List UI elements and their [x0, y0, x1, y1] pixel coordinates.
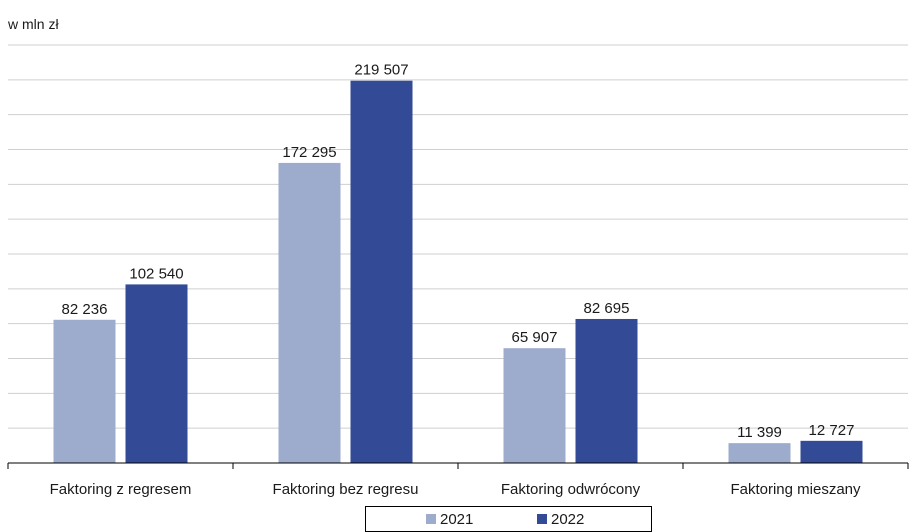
bar-2022-0 — [125, 284, 188, 463]
legend-item-2022: 2022 — [537, 511, 584, 528]
data-label: 11 399 — [737, 424, 782, 441]
data-label: 102 540 — [129, 265, 183, 282]
unit-label: w mln zł — [8, 16, 59, 32]
bar-2021-2 — [503, 348, 566, 463]
legend-label-2022: 2022 — [551, 510, 585, 528]
legend-swatch-2022 — [537, 514, 547, 524]
legend-item-2021: 2021 — [426, 511, 473, 528]
bar-2021-3 — [728, 443, 791, 463]
data-label: 172 295 — [282, 144, 336, 161]
data-label: 82 695 — [584, 300, 630, 317]
data-label: 219 507 — [354, 62, 408, 79]
bar-2021-1 — [278, 162, 341, 463]
category-label: Faktoring odwrócony — [501, 481, 641, 498]
legend-swatch-2021 — [426, 514, 436, 524]
category-label: Faktoring mieszany — [730, 481, 861, 498]
bar-2022-3 — [800, 440, 863, 463]
legend-label-2021: 2021 — [440, 510, 474, 528]
legend: 2021 2022 — [365, 506, 652, 532]
category-label: Faktoring z regresem — [50, 481, 192, 498]
bar-chart: 82 236 102 540 Faktoring z regresem 172 295… — [7, 44, 909, 498]
bar-2022-1 — [350, 80, 413, 463]
data-label: 12 727 — [809, 422, 855, 439]
data-label: 82 236 — [62, 301, 108, 318]
category-label: Faktoring bez regresu — [273, 481, 419, 498]
bar-2022-2 — [575, 318, 638, 463]
data-label: 65 907 — [512, 329, 558, 346]
bar-2021-0 — [53, 319, 116, 463]
